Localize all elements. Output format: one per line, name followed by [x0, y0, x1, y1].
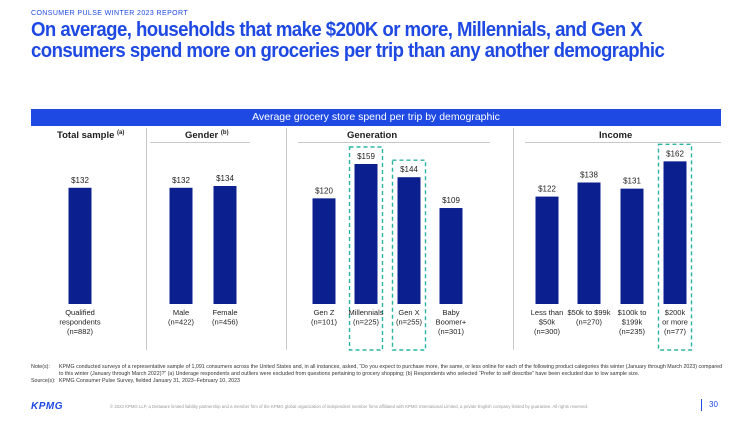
category-label: Male (n=422): [168, 308, 195, 327]
group-underline: [150, 142, 250, 143]
bar-value-label: $138: [580, 170, 598, 179]
bar-value-label: $159: [357, 152, 375, 161]
highlight-box: [348, 146, 384, 351]
group-title-gender: Gender (b): [185, 130, 229, 141]
category-label: Less than $50k (n=300): [531, 308, 564, 336]
category-label-line: Qualified: [65, 308, 95, 317]
category-label-line: Gen Z: [314, 308, 335, 317]
category-label: $50k to $99k (n=270): [568, 308, 611, 327]
bar-value-label: $162: [666, 149, 684, 158]
group-underline: [298, 142, 490, 143]
category-label-line: (n=882): [67, 327, 94, 336]
report-label: CONSUMER PULSE WINTER 2023 REPORT: [31, 10, 188, 17]
source-text: KPMG Consumer Pulse Survey, fielded Janu…: [59, 378, 240, 384]
category-label: $200k or more (n=77): [662, 308, 688, 336]
bar: [620, 188, 644, 304]
category-label-line: Boomer+: [436, 318, 467, 327]
highlight-box: [657, 143, 693, 351]
legal-text: © 2023 KPMG LLP, a Delaware limited liab…: [110, 404, 589, 409]
page-headline: On average, households that make $200K o…: [31, 19, 665, 62]
footer-separator: [701, 399, 702, 411]
bar: [535, 196, 559, 304]
group-title-income: Income: [599, 130, 632, 141]
bar-value-label: $120: [315, 186, 333, 195]
category-label-line: Millennials: [348, 308, 383, 317]
category-label-line: Gen X: [398, 308, 419, 317]
bar: [663, 161, 687, 304]
category-label-line: $200k: [665, 308, 686, 317]
category-label-line: $50k: [539, 318, 556, 327]
category-label: $100k to $199k (n=235): [618, 308, 647, 336]
source-key: Source(s):: [31, 378, 56, 384]
category-label: Baby Boomer+ (n=301): [436, 308, 467, 336]
category-label-line: (n=235): [619, 327, 646, 336]
group-title-total-sample: Total sample (a): [57, 130, 124, 141]
group-underline: [525, 142, 721, 143]
bar-value-label: $132: [71, 176, 89, 185]
bar-value-label: $122: [538, 185, 556, 194]
kpmg-logo: KPMG: [31, 401, 63, 412]
notes-key: Note(s):: [31, 364, 50, 370]
chart-title-banner: Average grocery store spend per trip by …: [31, 109, 721, 126]
category-label: Gen Z (n=101): [311, 308, 338, 327]
group-title-note: (a): [117, 130, 125, 136]
group-divider: [286, 128, 287, 350]
group-title-text: Generation: [347, 130, 398, 141]
category-label-line: (n=101): [311, 318, 338, 327]
bar-value-label: $109: [442, 196, 460, 205]
notes-text: KPMG conducted surveys of a representati…: [59, 364, 723, 377]
category-label-line: Male: [173, 308, 189, 317]
category-label: Gen X (n=255): [396, 308, 423, 327]
category-label-line: Baby: [442, 308, 459, 317]
bar: [397, 177, 421, 304]
footnotes: Note(s): KPMG conducted surveys of a rep…: [31, 364, 726, 385]
group-title-generation: Generation: [347, 130, 397, 141]
group-divider: [146, 128, 147, 350]
notes-row: Note(s): KPMG conducted surveys of a rep…: [31, 364, 726, 378]
category-label-line: (n=422): [168, 318, 195, 327]
bar: [213, 186, 237, 304]
bar: [169, 187, 193, 304]
group-title-text: Income: [599, 130, 633, 141]
bar: [439, 208, 463, 304]
group-divider: [513, 128, 514, 350]
category-label: Qualified respondents (n=882): [59, 308, 101, 336]
category-label-line: (n=456): [212, 318, 239, 327]
highlight-box: [391, 159, 427, 351]
category-label-line: $50k to $99k: [568, 308, 611, 317]
bar-value-label: $144: [400, 165, 418, 174]
bar: [577, 182, 601, 304]
category-label-line: or more: [662, 318, 688, 327]
category-label-line: $100k to: [618, 308, 647, 317]
category-label-line: (n=270): [576, 318, 603, 327]
category-label: Female (n=456): [212, 308, 239, 327]
category-label-line: (n=301): [438, 327, 465, 336]
bar: [312, 198, 336, 304]
group-title-text: Total sample: [57, 130, 115, 142]
group-title-text: Gender: [185, 130, 219, 142]
category-label: Millennials (n=225): [348, 308, 383, 327]
group-title-note: (b): [220, 130, 229, 136]
category-label-line: respondents: [59, 318, 101, 327]
category-label-line: Less than: [531, 308, 564, 317]
bar-value-label: $132: [172, 176, 190, 185]
page-number: 30: [709, 400, 718, 409]
bar-value-label: $134: [216, 174, 234, 183]
source-row: Source(s): KPMG Consumer Pulse Survey, f…: [31, 378, 726, 385]
bar: [354, 164, 378, 304]
category-label-line: (n=77): [664, 327, 686, 336]
bar-value-label: $131: [623, 177, 641, 186]
category-label-line: $199k: [622, 318, 643, 327]
category-label-line: (n=225): [353, 318, 380, 327]
category-label-line: Female: [212, 308, 237, 317]
category-label-line: (n=300): [534, 327, 561, 336]
category-label-line: (n=255): [396, 318, 423, 327]
bar: [68, 187, 92, 304]
